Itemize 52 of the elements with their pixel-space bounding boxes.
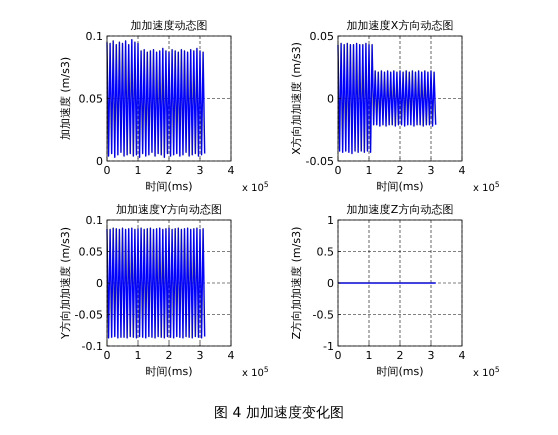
y-tick-label: 0 [96, 155, 103, 168]
y-tick-label: 0.05 [78, 92, 103, 106]
y-axis-title: 加加速度 (m/s3) [59, 56, 72, 140]
chart-title: 加加速度Y方向动态图 [116, 203, 222, 216]
x-axis-title: 时间(ms) [376, 180, 424, 193]
line-series [337, 42, 436, 154]
y-axis-title: Y方向加加速度 (m/s3) [59, 227, 72, 340]
x-tick-label: 2 [396, 349, 404, 362]
text: x 10$^{5}$ [242, 364, 269, 379]
x-axis-title: 时间(ms) [145, 365, 193, 378]
y-tick-label: 0 [327, 92, 334, 106]
y-tick-label: -1 [323, 340, 334, 353]
x-axis-title: 时间(ms) [145, 180, 193, 193]
x-tick-label: 2 [396, 164, 404, 177]
x-tick-label: 3 [196, 349, 204, 362]
x-tick-label: 4 [228, 164, 234, 177]
chart-title: 加加速度Z方向动态图 [346, 203, 454, 216]
y-axis-title: X方向加加速度 (m/s3) [290, 42, 303, 155]
x-tick-label: 2 [166, 349, 172, 362]
y-tick-label: 0 [327, 277, 334, 290]
y-tick-label: -0.05 [306, 155, 334, 168]
y-tick-label: 0.1 [86, 30, 103, 43]
text: x 10$^{5}$ [473, 180, 500, 194]
x-tick-label: 3 [428, 164, 434, 177]
y-axis-title: Z方向加加速度 (m/s3) [290, 226, 303, 340]
x-tick-label: 3 [428, 349, 434, 362]
y-tick-label: -0.05 [74, 308, 103, 322]
chart-title: 加加速度动态图 [130, 19, 208, 32]
y-tick-label: 0.05 [78, 246, 103, 258]
x-tick-label: 4 [458, 349, 466, 362]
x-tick-label: 1 [366, 164, 372, 177]
x-tick-label: 1 [366, 349, 372, 362]
x-tick-label: 1 [134, 349, 142, 362]
y-tick-label: -0.1 [82, 340, 103, 353]
text: x 10$^{5}$ [473, 364, 500, 379]
x-tick-label: 4 [458, 164, 466, 177]
x-axis-title: 时间(ms) [376, 365, 424, 378]
x-tick-label: 2 [166, 164, 172, 177]
y-tick-label: 0.05 [310, 30, 334, 43]
y-tick-label: 1 [327, 214, 334, 227]
text: x 10$^{5}$ [242, 180, 269, 194]
y-tick-label: -0.5 [312, 308, 334, 322]
x-tick-label: 3 [196, 164, 204, 177]
line-series [106, 227, 206, 339]
x-tick-label: 4 [228, 349, 234, 362]
text: 图 4 加加速度变化图 [214, 405, 344, 421]
line-series [106, 39, 206, 158]
y-tick-label: 0.5 [316, 246, 334, 258]
x-tick-label: 1 [134, 164, 142, 177]
y-tick-label: 0.1 [86, 214, 103, 227]
y-tick-label: 0 [96, 277, 103, 290]
chart-title: 加加速度X方向动态图 [346, 19, 454, 32]
